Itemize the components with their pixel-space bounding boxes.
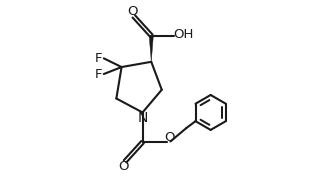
Text: F: F — [95, 52, 103, 65]
Text: O: O — [127, 5, 138, 18]
Polygon shape — [149, 36, 153, 62]
Text: N: N — [138, 111, 148, 125]
Text: F: F — [95, 68, 103, 81]
Text: O: O — [164, 131, 175, 144]
Text: OH: OH — [173, 28, 194, 41]
Text: O: O — [118, 160, 129, 173]
